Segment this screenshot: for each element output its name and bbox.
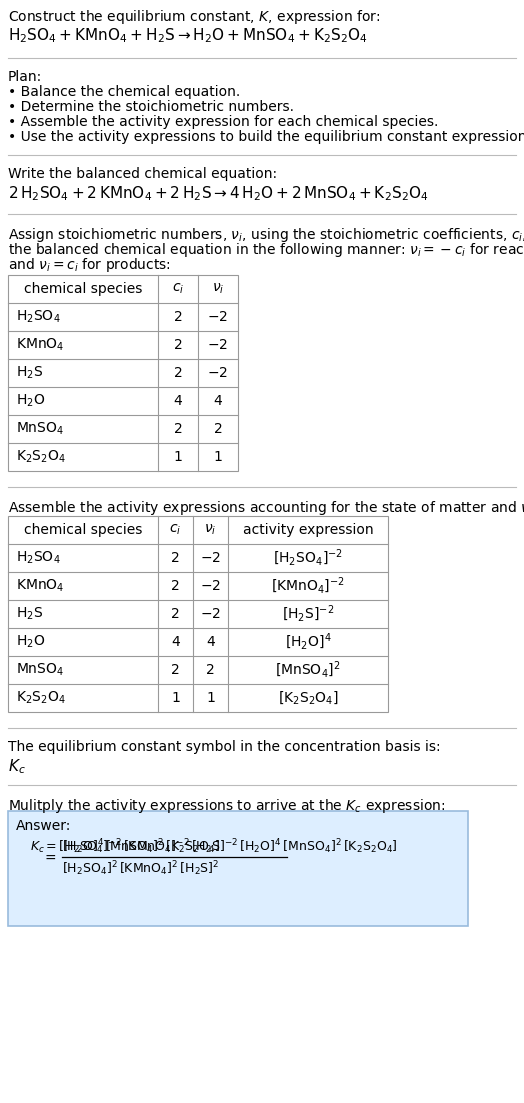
Text: and $\nu_i = c_i$ for products:: and $\nu_i = c_i$ for products:	[8, 256, 171, 274]
Text: 2: 2	[206, 663, 215, 677]
Text: activity expression: activity expression	[243, 523, 373, 537]
Text: • Assemble the activity expression for each chemical species.: • Assemble the activity expression for e…	[8, 115, 439, 129]
Text: $-2$: $-2$	[208, 338, 228, 352]
Text: $\mathrm{H_2SO_4}$: $\mathrm{H_2SO_4}$	[16, 309, 61, 325]
Text: $\mathrm{H_2O}$: $\mathrm{H_2O}$	[16, 393, 45, 409]
Text: $c_i$: $c_i$	[172, 281, 184, 297]
Text: $[\mathrm{H_2SO_4}]^{2}\,[\mathrm{KMnO_4}]^{2}\,[\mathrm{H_2S}]^{2}$: $[\mathrm{H_2SO_4}]^{2}\,[\mathrm{KMnO_4…	[62, 859, 220, 878]
Text: $\mathrm{H_2SO_4}$: $\mathrm{H_2SO_4}$	[16, 549, 61, 566]
Text: 4: 4	[214, 394, 222, 408]
Text: $[\mathrm{H_2O}]^{4}$: $[\mathrm{H_2O}]^{4}$	[285, 632, 331, 652]
Text: $\mathrm{H_2S}$: $\mathrm{H_2S}$	[16, 606, 43, 622]
Text: $-2$: $-2$	[200, 607, 221, 621]
Text: $[\mathrm{H_2SO_4}]^{-2}$: $[\mathrm{H_2SO_4}]^{-2}$	[273, 548, 343, 568]
Text: $[\mathrm{H_2S}]^{-2}$: $[\mathrm{H_2S}]^{-2}$	[282, 603, 334, 624]
Text: Plan:: Plan:	[8, 69, 42, 84]
Text: Write the balanced chemical equation:: Write the balanced chemical equation:	[8, 167, 277, 181]
Text: 1: 1	[206, 690, 215, 705]
Text: 1: 1	[214, 450, 222, 464]
Text: $c_i$: $c_i$	[169, 523, 182, 537]
Text: 2: 2	[171, 579, 180, 593]
Text: Mulitply the activity expressions to arrive at the $K_c$ expression:: Mulitply the activity expressions to arr…	[8, 797, 445, 815]
Text: • Determine the stoichiometric numbers.: • Determine the stoichiometric numbers.	[8, 100, 294, 114]
Text: $\mathrm{KMnO_4}$: $\mathrm{KMnO_4}$	[16, 578, 64, 595]
Text: $[\mathrm{H_2O}]^{4}\,[\mathrm{MnSO_4}]^{2}\,[\mathrm{K_2S_2O_4}]$: $[\mathrm{H_2O}]^{4}\,[\mathrm{MnSO_4}]^…	[62, 837, 220, 856]
Text: $\nu_i$: $\nu_i$	[204, 523, 217, 537]
Text: Assemble the activity expressions accounting for the state of matter and $\nu_i$: Assemble the activity expressions accoun…	[8, 499, 524, 517]
Text: $\mathrm{H_2O}$: $\mathrm{H_2O}$	[16, 634, 45, 650]
Text: 2: 2	[171, 663, 180, 677]
Text: Assign stoichiometric numbers, $\nu_i$, using the stoichiometric coefficients, $: Assign stoichiometric numbers, $\nu_i$, …	[8, 226, 524, 244]
Text: $\mathrm{MnSO_4}$: $\mathrm{MnSO_4}$	[16, 421, 64, 437]
Text: $-2$: $-2$	[200, 579, 221, 593]
Text: 2: 2	[173, 310, 182, 324]
Text: $\mathrm{H_2S}$: $\mathrm{H_2S}$	[16, 365, 43, 382]
Text: 2: 2	[173, 338, 182, 352]
Text: the balanced chemical equation in the following manner: $\nu_i = -c_i$ for react: the balanced chemical equation in the fo…	[8, 240, 524, 259]
Text: 1: 1	[173, 450, 182, 464]
Text: • Balance the chemical equation.: • Balance the chemical equation.	[8, 85, 240, 99]
Text: $\nu_i$: $\nu_i$	[212, 281, 224, 297]
Bar	[8, 275, 238, 471]
Text: 2: 2	[173, 366, 182, 381]
Text: 1: 1	[171, 690, 180, 705]
Text: $\mathrm{K_2S_2O_4}$: $\mathrm{K_2S_2O_4}$	[16, 689, 66, 706]
Text: $\mathrm{KMnO_4}$: $\mathrm{KMnO_4}$	[16, 336, 64, 353]
Text: $\mathrm{MnSO_4}$: $\mathrm{MnSO_4}$	[16, 662, 64, 678]
Text: chemical species: chemical species	[24, 523, 142, 537]
Text: Answer:: Answer:	[16, 820, 71, 833]
Text: 2: 2	[214, 422, 222, 436]
Text: $-2$: $-2$	[200, 552, 221, 565]
Text: $-2$: $-2$	[208, 366, 228, 381]
Bar	[8, 516, 388, 713]
Text: $\mathrm{H_2SO_4 + KMnO_4 + H_2S \rightarrow H_2O + MnSO_4 + K_2S_2O_4}$: $\mathrm{H_2SO_4 + KMnO_4 + H_2S \righta…	[8, 26, 368, 45]
Text: 2: 2	[171, 552, 180, 565]
Text: $-2$: $-2$	[208, 310, 228, 324]
Text: 4: 4	[173, 394, 182, 408]
Text: 4: 4	[171, 635, 180, 649]
Text: $[\mathrm{MnSO_4}]^{2}$: $[\mathrm{MnSO_4}]^{2}$	[275, 660, 341, 681]
Text: • Use the activity expressions to build the equilibrium constant expression.: • Use the activity expressions to build …	[8, 130, 524, 144]
Text: chemical species: chemical species	[24, 282, 142, 296]
Text: $\mathrm{2\,H_2SO_4 + 2\,KMnO_4 + 2\,H_2S \rightarrow 4\,H_2O + 2\,MnSO_4 + K_2S: $\mathrm{2\,H_2SO_4 + 2\,KMnO_4 + 2\,H_2…	[8, 184, 429, 203]
Text: $=$: $=$	[42, 850, 57, 864]
FancyBboxPatch shape	[8, 811, 468, 927]
Text: $[\mathrm{KMnO_4}]^{-2}$: $[\mathrm{KMnO_4}]^{-2}$	[271, 576, 345, 597]
Text: $K_c$: $K_c$	[8, 757, 26, 775]
Text: 2: 2	[171, 607, 180, 621]
Text: $K_c = [\mathrm{H_2SO_4}]^{-2}\,[\mathrm{KMnO_4}]^{-2}\,[\mathrm{H_2S}]^{-2}\,[\: $K_c = [\mathrm{H_2SO_4}]^{-2}\,[\mathrm…	[30, 837, 398, 856]
Text: Construct the equilibrium constant, $K$, expression for:: Construct the equilibrium constant, $K$,…	[8, 8, 380, 26]
Text: 2: 2	[173, 422, 182, 436]
Text: 4: 4	[206, 635, 215, 649]
Text: $\mathrm{K_2S_2O_4}$: $\mathrm{K_2S_2O_4}$	[16, 449, 66, 465]
Text: $[\mathrm{K_2S_2O_4}]$: $[\mathrm{K_2S_2O_4}]$	[278, 689, 339, 706]
Text: The equilibrium constant symbol in the concentration basis is:: The equilibrium constant symbol in the c…	[8, 740, 441, 754]
